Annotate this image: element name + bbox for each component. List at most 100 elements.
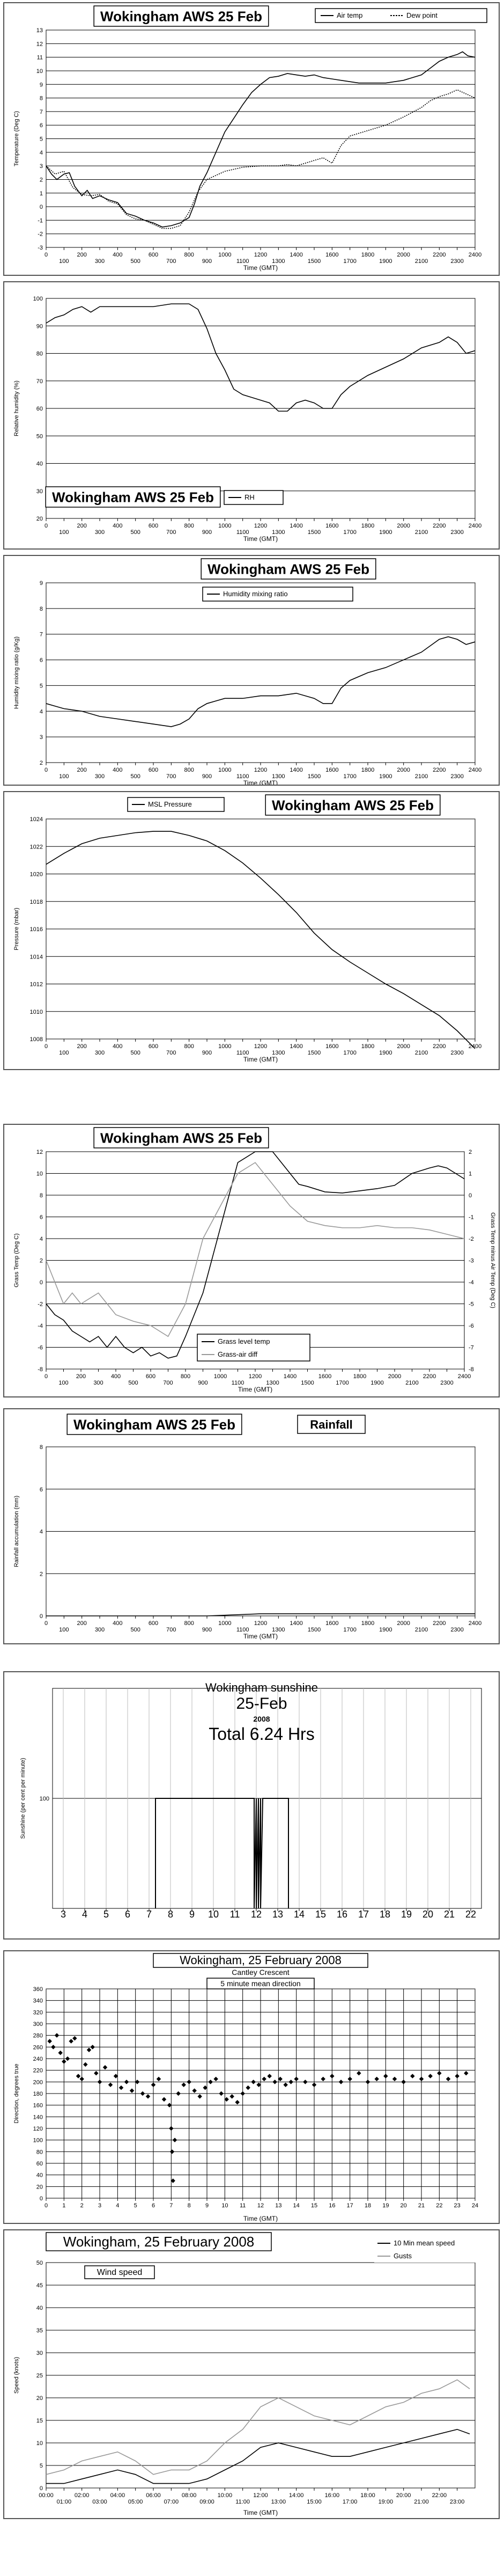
- x-tick-label: 12:00: [253, 2492, 268, 2499]
- x-tick-label: 8: [168, 1909, 173, 1920]
- y-tick-label: 5: [40, 2463, 43, 2469]
- series-line-humidity-mixing-ratio: [46, 636, 476, 727]
- y-tick-label: 0: [40, 2196, 43, 2202]
- chart-0: -3-2-10123456789101112130100200300400500…: [13, 5, 487, 272]
- chart-title-box: [201, 558, 376, 580]
- x-tick-label: 400: [111, 1373, 121, 1380]
- x-tick-label: 05:00: [128, 2499, 143, 2505]
- chart-title: Wokingham AWS 25 Feb: [100, 1130, 262, 1146]
- y-tick-label: 4: [40, 1529, 43, 1535]
- plot-area: [46, 582, 476, 763]
- y-tick-label: 100: [33, 296, 43, 302]
- x-tick-label: 1800: [361, 1620, 374, 1627]
- y-tick-label: 8: [40, 606, 43, 612]
- y-tick-label: 10: [36, 68, 43, 75]
- x-tick-label: 2400: [469, 523, 481, 529]
- chart-title-box: [265, 794, 441, 816]
- y-tick-label: 0: [40, 1613, 43, 1620]
- x-tick-label: 6: [125, 1909, 130, 1920]
- x-tick-label: 2300: [450, 529, 463, 536]
- x-tick-label: 600: [146, 1373, 155, 1380]
- chart-subtitle-box: [297, 1415, 366, 1434]
- chart-subtitle: Wind speed: [97, 2268, 143, 2277]
- y-tick-label: 5: [40, 683, 43, 689]
- y-tick-label: -8: [38, 1366, 43, 1373]
- chart-title-box: [45, 486, 221, 508]
- y-tick-label: 120: [33, 2126, 43, 2132]
- x-tick-label: 1400: [290, 252, 302, 258]
- y-tick-label: 100: [33, 2138, 43, 2144]
- data-point: [140, 2091, 145, 2096]
- x-tick-label: 1200: [249, 1373, 262, 1380]
- x-tick-label: 500: [130, 529, 140, 536]
- chart-title: Wokingham AWS 25 Feb: [52, 489, 214, 505]
- data-point: [169, 2126, 174, 2131]
- chart-subtitle-2: 5 minute mean direction: [220, 1979, 300, 1988]
- x-tick-label: 1100: [236, 773, 249, 780]
- x-tick-label: 1000: [214, 1373, 227, 1380]
- x-tick-label: 900: [202, 1627, 212, 1633]
- y-tick-label: 20: [36, 516, 43, 522]
- y-axis-label: Pressure (mbar): [13, 908, 20, 950]
- x-tick-label: 1300: [272, 773, 285, 780]
- series-line-rainfall: [46, 1613, 475, 1616]
- x-tick-label: 11: [230, 1909, 240, 1920]
- x-tick-label: 1700: [343, 258, 356, 265]
- y-tick-label: 12: [36, 41, 43, 47]
- x-tick-label: 200: [77, 1620, 86, 1627]
- title-box: [153, 1953, 368, 1968]
- y-tick-label: 50: [36, 433, 43, 440]
- x-tick-label: 10: [208, 1909, 219, 1920]
- x-axis-label: Time (GMT): [243, 2509, 278, 2516]
- y-tick-label: 280: [33, 2033, 43, 2039]
- x-tick-label: 300: [95, 1627, 105, 1633]
- x-tick-label: 13:00: [271, 2499, 286, 2505]
- y-tick-label: 7: [40, 109, 43, 115]
- x-tick-label: 2300: [450, 773, 463, 780]
- y-tick-label: 240: [33, 2056, 43, 2062]
- x-tick-label: 06:00: [146, 2492, 161, 2499]
- x-tick-label: 900: [198, 1380, 207, 1386]
- y-tick-label: 8: [40, 1192, 43, 1199]
- x-tick-label: 2200: [433, 1620, 446, 1627]
- y2-tick-label: -6: [469, 1323, 474, 1329]
- data-point: [267, 2074, 272, 2079]
- x-axis-label: Time (GMT): [243, 779, 278, 785]
- x-tick-label: 9: [189, 1909, 195, 1920]
- series-line-grass-level-temp: [46, 1151, 465, 1359]
- x-tick-label: 1600: [325, 767, 338, 773]
- y-tick-label: 1018: [30, 899, 43, 905]
- x-tick-label: 03:00: [92, 2499, 107, 2505]
- x-axis-label: Time (GMT): [243, 264, 278, 272]
- y-tick-label: 70: [36, 378, 43, 385]
- pressure-panel: 1008 1010 1012 1014 1016 1018 1020 1022 1024 0 100…: [3, 791, 500, 1070]
- series-line-air-temp: [46, 51, 476, 228]
- x-tick-label: 1400: [290, 1043, 302, 1050]
- x-tick-label: 18: [380, 1909, 390, 1920]
- chart-title-box: [66, 1414, 242, 1435]
- y-tick-label: 360: [33, 1986, 43, 1993]
- x-tick-label: 300: [93, 1380, 103, 1386]
- y-tick-label: 6: [40, 1214, 43, 1221]
- x-tick-label: 1: [62, 2202, 65, 2209]
- y-tick-label: 320: [33, 2009, 43, 2016]
- x-tick-label: 1000: [218, 767, 231, 773]
- y-tick-label: 260: [33, 2044, 43, 2051]
- legend-mixing-ratio-label: Humidity mixing ratio: [223, 590, 288, 598]
- x-tick-label: 1000: [218, 523, 231, 529]
- x-tick-label: 1500: [308, 773, 321, 780]
- y-tick-label: 50: [36, 2260, 43, 2266]
- x-tick-label: 10:00: [218, 2492, 233, 2499]
- x-tick-label: 2100: [415, 1050, 428, 1056]
- x-tick-label: 600: [149, 767, 158, 773]
- y-tick-label: 140: [33, 2114, 43, 2120]
- y-tick-label: 8: [40, 1444, 43, 1451]
- legend-air-temp-label: Air temp: [337, 11, 362, 19]
- y-tick-label: 6: [40, 657, 43, 664]
- x-tick-label: 20: [423, 1909, 433, 1920]
- y-tick-label: 1020: [30, 872, 43, 878]
- x-tick-label: 500: [130, 1050, 140, 1056]
- y-axis-label: Speed (knots): [13, 2357, 20, 2394]
- x-tick-label: 11: [240, 2202, 246, 2209]
- x-tick-label: 1100: [236, 1627, 249, 1633]
